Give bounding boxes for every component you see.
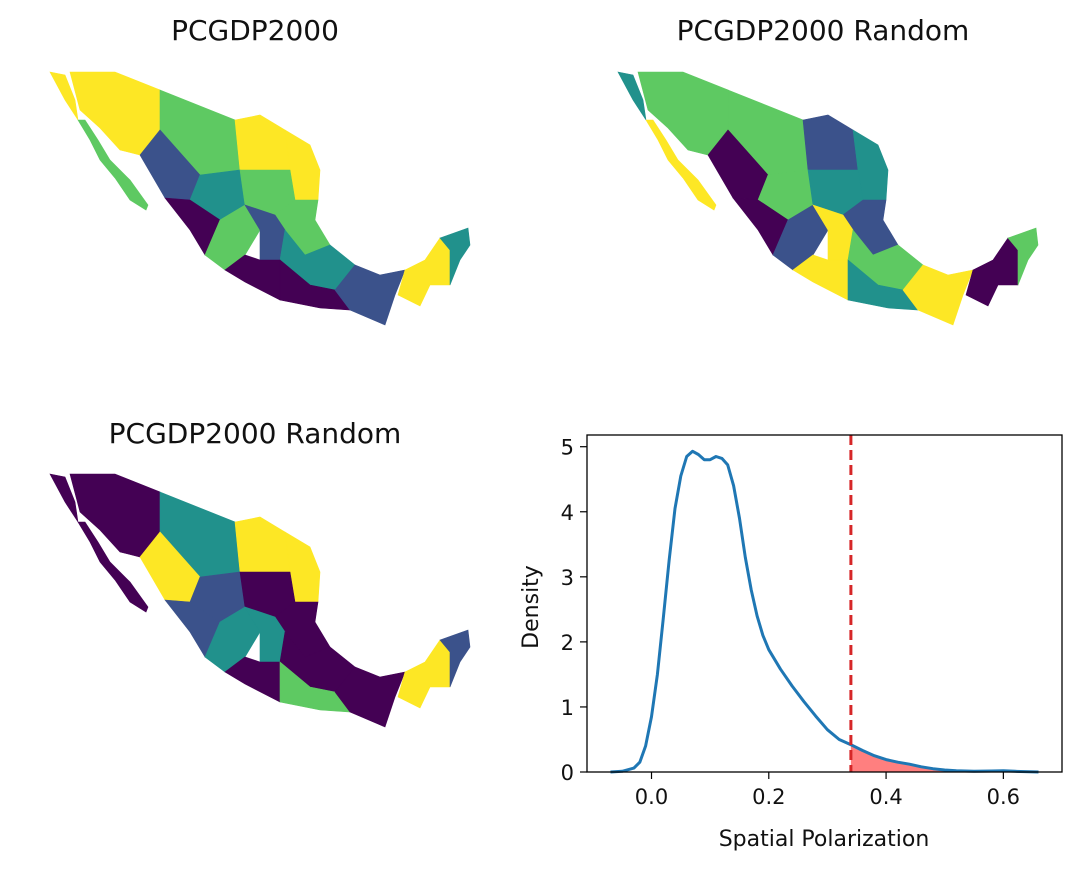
x-axis-label: Spatial Polarization: [719, 827, 930, 852]
y-tick-label: 1: [561, 696, 574, 720]
map-region: [645, 119, 717, 211]
map-region: [802, 114, 859, 171]
map-region: [397, 639, 451, 709]
y-tick-label: 3: [561, 566, 574, 590]
x-tick-label: 0.2: [752, 785, 785, 809]
map-region: [69, 71, 161, 156]
map-region: [334, 666, 406, 728]
map-title-3: PCGDP2000 Random: [108, 417, 402, 450]
map-region: [637, 71, 729, 156]
map-region: [69, 473, 161, 558]
y-axis-label: Density: [519, 565, 544, 649]
x-tick-label: 0.4: [869, 785, 902, 809]
plot-frame: [586, 434, 1063, 773]
map-region: [902, 264, 974, 326]
map-pcgdp2000-random-2: [49, 473, 471, 728]
map-region: [439, 629, 471, 688]
map-region: [397, 237, 451, 307]
density-curve: [610, 449, 1039, 774]
shaded-tail-area: [850, 744, 1039, 772]
map-region: [1007, 227, 1039, 286]
map-region: [234, 114, 291, 171]
map-region: [49, 473, 79, 523]
x-tick-label: 0.6: [987, 785, 1020, 809]
map-title-1: PCGDP2000: [171, 14, 339, 47]
y-tick-label: 5: [561, 436, 574, 460]
map-region: [617, 71, 647, 121]
y-tick-label: 2: [561, 631, 574, 655]
map-pcgdp2000: [49, 71, 471, 326]
y-tick-label: 4: [561, 501, 574, 525]
x-tick-label: 0.0: [635, 785, 668, 809]
map-region: [334, 264, 406, 326]
map-region: [234, 516, 291, 573]
y-tick-label: 0: [561, 761, 574, 785]
map-region: [77, 521, 149, 613]
map-region: [965, 237, 1019, 307]
map-region: [77, 119, 149, 211]
map-title-2: PCGDP2000 Random: [676, 14, 970, 47]
map-region: [49, 71, 79, 121]
map-pcgdp2000-random-1: [617, 71, 1039, 326]
map-region: [439, 227, 471, 286]
